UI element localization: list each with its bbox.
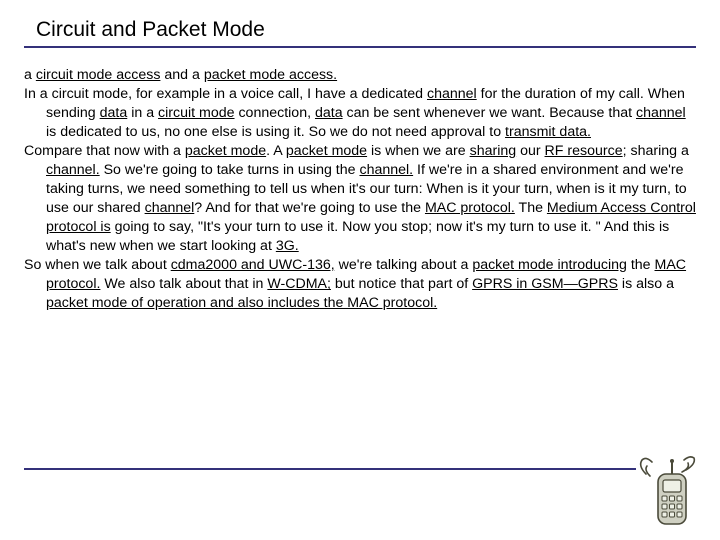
text: So we're going to take turns in using th… xyxy=(100,162,360,178)
text: The xyxy=(515,200,547,216)
text: and a xyxy=(160,67,203,83)
underlined-term: channel. xyxy=(359,162,413,178)
underlined-term: packet mode of operation and also includ… xyxy=(46,295,437,311)
underlined-term: MAC protocol. xyxy=(425,200,515,216)
underlined-term: circuit mode access xyxy=(36,67,161,83)
underlined-term: packet mode access. xyxy=(204,67,337,83)
underlined-term: W-CDMA; xyxy=(267,276,331,292)
underlined-term: transmit data. xyxy=(505,124,591,140)
text: We also talk about that in xyxy=(100,276,267,292)
text: In a circuit mode, for example in a voic… xyxy=(24,86,427,102)
paragraph-3: Compare that now with a packet mode. A p… xyxy=(24,142,696,256)
underlined-term: GPRS in GSM—GPRS xyxy=(472,276,618,292)
text: can be sent whenever we want. Because th… xyxy=(343,105,636,121)
underlined-term: packet mode xyxy=(286,143,367,159)
body-text: a circuit mode access and a packet mode … xyxy=(24,66,696,313)
underlined-term: cdma2000 and UWC-136, xyxy=(171,257,335,273)
underlined-term: data xyxy=(315,105,343,121)
text: in a xyxy=(127,105,158,121)
underlined-term: channel xyxy=(636,105,686,121)
text: going to say, "It's your turn to use it.… xyxy=(46,219,669,254)
title-wrap: Circuit and Packet Mode xyxy=(36,18,696,42)
slide: Circuit and Packet Mode a circuit mode a… xyxy=(0,0,720,540)
slide-title: Circuit and Packet Mode xyxy=(36,18,696,42)
underlined-term: packet mode xyxy=(185,143,266,159)
underlined-term: sharing xyxy=(470,143,517,159)
underlined-term: channel xyxy=(145,200,195,216)
text: ? And for that we're going to use the xyxy=(194,200,425,216)
text: but notice that part of xyxy=(331,276,472,292)
text: ; sharing a xyxy=(623,143,689,159)
text: . A xyxy=(266,143,286,159)
text: our xyxy=(516,143,544,159)
paragraph-4: So when we talk about cdma2000 and UWC-1… xyxy=(24,256,696,313)
underlined-term: channel xyxy=(427,86,477,102)
underlined-term: RF resource xyxy=(545,143,623,159)
title-rule xyxy=(24,46,696,48)
text: is also a xyxy=(618,276,674,292)
text: a xyxy=(24,67,36,83)
underlined-term: circuit mode xyxy=(158,105,234,121)
underlined-term: 3G. xyxy=(276,238,299,254)
text: Compare that now with a xyxy=(24,143,185,159)
bottom-rule xyxy=(24,468,636,470)
paragraph-2: In a circuit mode, for example in a voic… xyxy=(24,85,696,142)
underlined-term: channel. xyxy=(46,162,100,178)
text: is when we are xyxy=(367,143,470,159)
text: So when we talk about xyxy=(24,257,171,273)
text: we're talking about a xyxy=(335,257,473,273)
text: is dedicated to us, no one else is using… xyxy=(46,124,505,140)
underlined-term: packet mode introducing xyxy=(472,257,627,273)
underlined-term: data xyxy=(100,105,128,121)
text: the xyxy=(627,257,655,273)
phone-icon xyxy=(636,456,700,528)
text: connection, xyxy=(235,105,315,121)
paragraph-1: a circuit mode access and a packet mode … xyxy=(24,66,696,85)
